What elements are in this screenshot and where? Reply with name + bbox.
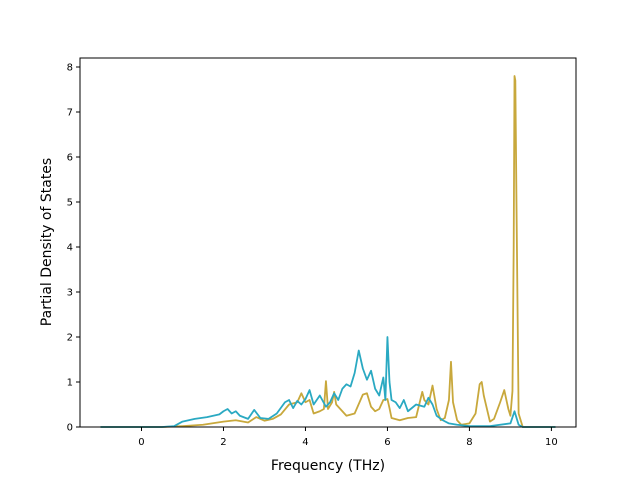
y-axis-label: Partial Density of States [39, 158, 55, 326]
y-tick-label: 7 [67, 108, 73, 119]
axis-ticks: 0 2 4 6 8 10 0 1 2 3 4 5 6 7 8 [67, 63, 558, 449]
y-tick-label: 4 [67, 243, 73, 254]
x-tick-label: 10 [545, 437, 558, 448]
y-tick-label: 8 [67, 63, 73, 74]
x-tick-label: 2 [220, 437, 226, 448]
y-tick-label: 2 [67, 333, 73, 344]
x-tick-label: 8 [466, 437, 472, 448]
x-axis-label: Frequency (THz) [271, 458, 385, 474]
plot-frame [79, 57, 577, 428]
series-line-2 [100, 336, 556, 428]
x-tick-label: 6 [384, 437, 390, 448]
plot-marks [100, 75, 556, 428]
y-tick-label: 6 [67, 153, 73, 164]
y-tick-label: 5 [67, 198, 73, 209]
x-tick-label: 0 [138, 437, 144, 448]
y-tick-label: 1 [67, 378, 73, 389]
y-tick-label: 0 [67, 423, 73, 434]
series-line-1 [100, 75, 556, 428]
x-tick-label: 4 [302, 437, 308, 448]
y-tick-label: 3 [67, 288, 73, 299]
